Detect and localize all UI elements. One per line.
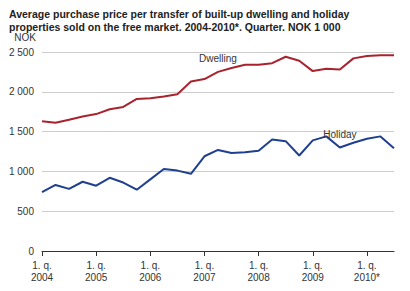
svg-text:Average purchase price per tra: Average purchase price per transfer of b… xyxy=(9,8,350,20)
svg-text:1. q.: 1. q. xyxy=(141,260,160,271)
svg-text:2 500: 2 500 xyxy=(9,47,34,58)
svg-text:1. q.: 1. q. xyxy=(195,260,214,271)
svg-text:Dwelling: Dwelling xyxy=(199,53,237,64)
svg-text:1. q.: 1. q. xyxy=(249,260,268,271)
svg-text:1. q.: 1. q. xyxy=(357,260,376,271)
svg-text:2004: 2004 xyxy=(31,272,54,283)
svg-text:2005: 2005 xyxy=(85,272,108,283)
svg-text:2006: 2006 xyxy=(139,272,162,283)
svg-text:1 500: 1 500 xyxy=(9,126,34,137)
svg-text:0: 0 xyxy=(28,246,34,257)
svg-text:NOK: NOK xyxy=(14,32,36,43)
svg-text:2 000: 2 000 xyxy=(9,86,34,97)
svg-text:500: 500 xyxy=(17,206,34,217)
svg-text:2010*: 2010* xyxy=(354,272,380,283)
svg-text:properties sold on the free ma: properties sold on the free market. 2004… xyxy=(9,21,341,33)
svg-text:1. q.: 1. q. xyxy=(86,260,105,271)
svg-text:1 000: 1 000 xyxy=(9,166,34,177)
svg-text:Holiday: Holiday xyxy=(323,129,356,140)
svg-text:1. q.: 1. q. xyxy=(32,260,51,271)
svg-text:2009: 2009 xyxy=(302,272,325,283)
svg-text:2007: 2007 xyxy=(193,272,216,283)
svg-text:1. q.: 1. q. xyxy=(303,260,322,271)
svg-text:2008: 2008 xyxy=(247,272,270,283)
